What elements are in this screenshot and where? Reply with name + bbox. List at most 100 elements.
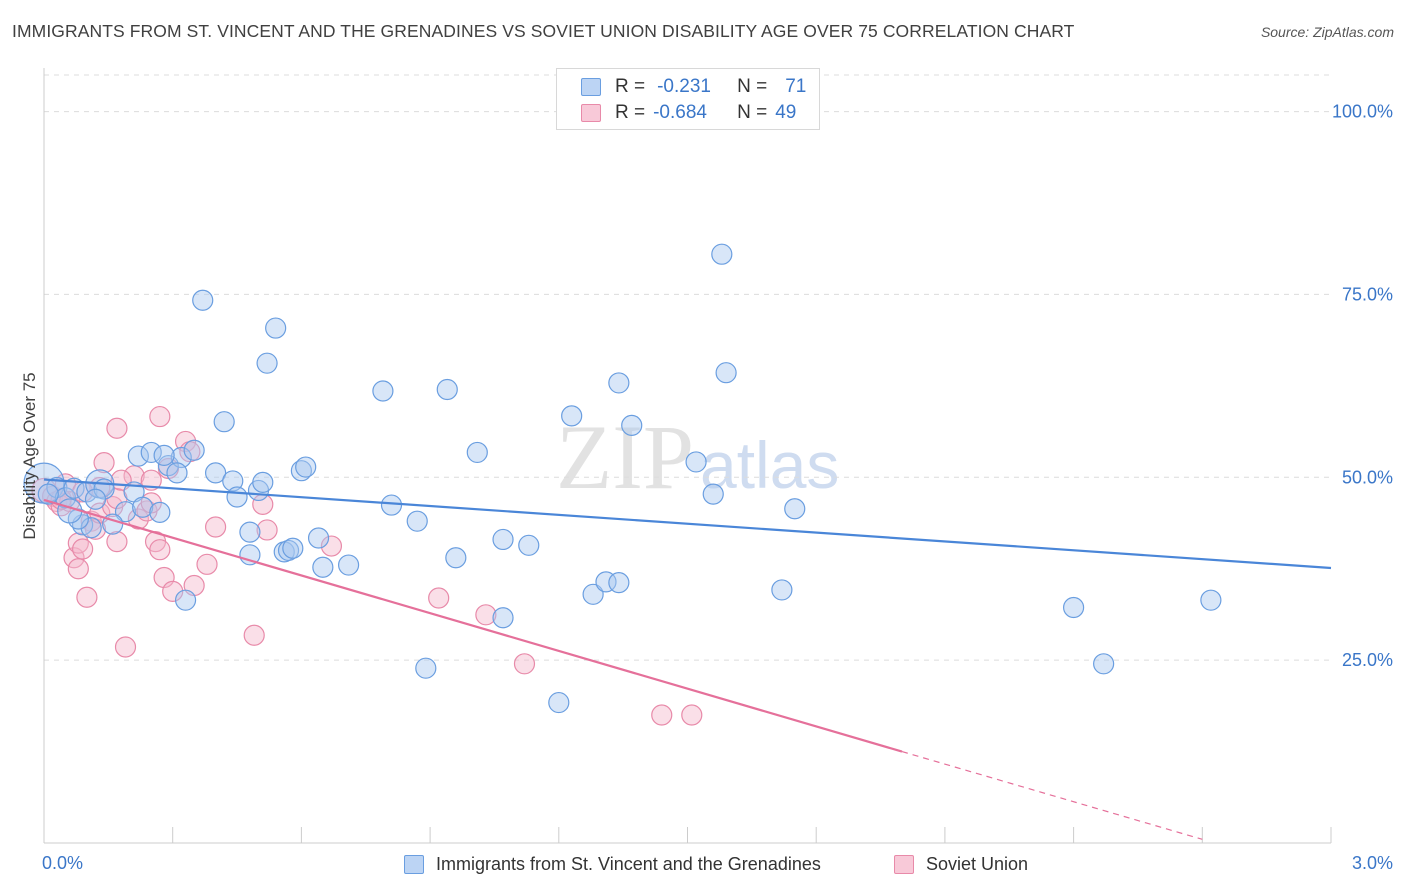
point-soviet-union	[513, 653, 536, 675]
point-soviet-union	[256, 519, 278, 541]
point-soviet-union	[196, 553, 218, 575]
point-immigrants	[621, 414, 643, 436]
point-immigrants	[548, 691, 570, 714]
point-soviet-union	[140, 469, 162, 491]
point-soviet-union	[114, 636, 137, 658]
point-immigrants	[282, 537, 304, 559]
point-immigrants	[561, 405, 583, 427]
point-immigrants	[222, 470, 244, 492]
point-immigrants	[166, 462, 188, 484]
point-immigrants	[192, 289, 214, 311]
point-immigrants	[157, 454, 180, 477]
point-immigrants	[436, 378, 458, 401]
point-soviet-union	[174, 430, 197, 453]
point-immigrants	[174, 589, 197, 611]
y-tick-label: 50.0%	[1342, 467, 1393, 487]
bottom-legend-label: Soviet Union	[926, 853, 1029, 874]
legend-n-value: 71	[785, 76, 807, 97]
trend-line-soviet-union-extension	[901, 750, 1203, 840]
point-immigrants	[702, 483, 724, 505]
legend-n-value: 49	[775, 102, 797, 123]
legend-r-label: R =	[615, 76, 646, 97]
point-soviet-union	[93, 452, 115, 474]
chart-title: IMMIGRANTS FROM ST. VINCENT AND THE GREN…	[12, 21, 1075, 41]
point-immigrants	[213, 411, 235, 433]
point-soviet-union	[149, 539, 171, 561]
legend-swatch-pink	[581, 104, 601, 122]
point-soviet-union	[127, 508, 149, 530]
legend-r-value: -0.231	[657, 76, 711, 97]
bottom-legend-immigrants: Immigrants from St. Vincent and the Gren…	[404, 852, 821, 876]
point-immigrants	[466, 441, 488, 464]
point-immigrants	[153, 444, 175, 466]
point-soviet-union	[149, 405, 171, 428]
y-tick-label: 100.0%	[1332, 102, 1393, 122]
point-immigrants	[114, 501, 137, 523]
point-immigrants	[445, 547, 467, 569]
point-immigrants	[307, 527, 330, 549]
bottom-legend-swatch-blue	[404, 854, 424, 874]
watermark-atlas: atlas	[700, 428, 839, 502]
legend-row-pink: R = -0.684 N = 49	[581, 101, 796, 125]
point-immigrants	[183, 439, 205, 461]
correlation-legend: R = -0.231 N = 71 R = -0.684 N = 49	[556, 68, 820, 130]
point-immigrants	[337, 554, 360, 576]
point-immigrants	[127, 445, 149, 467]
point-immigrants	[492, 607, 514, 629]
point-immigrants	[380, 494, 403, 516]
y-tick-label: 25.0%	[1342, 650, 1393, 670]
trend-lines	[43, 478, 1332, 840]
point-immigrants	[608, 372, 630, 394]
point-soviet-union	[67, 532, 89, 554]
point-immigrants	[252, 471, 274, 494]
point-immigrants	[1200, 589, 1222, 611]
bottom-legend-label: Immigrants from St. Vincent and the Gren…	[436, 853, 821, 874]
point-immigrants	[265, 317, 287, 339]
legend-r-label: R =	[615, 102, 646, 123]
point-immigrants	[132, 496, 154, 518]
bottom-legend-soviet: Soviet Union	[894, 852, 1028, 876]
trend-line-soviet-union	[43, 498, 903, 753]
point-soviet-union	[162, 580, 184, 602]
point-immigrants	[1093, 653, 1115, 675]
point-soviet-union	[106, 417, 128, 439]
legend-r-value: -0.684	[653, 102, 707, 123]
point-immigrants	[518, 534, 540, 556]
point-immigrants	[37, 483, 59, 505]
point-immigrants	[140, 441, 162, 464]
point-immigrants	[784, 498, 806, 520]
point-soviet-union	[475, 604, 497, 626]
point-immigrants	[239, 521, 261, 543]
tick-labels: 25.0% 50.0% 75.0% 100.0% 0.0% 3.0%	[42, 102, 1393, 873]
y-tick-label: 75.0%	[1342, 284, 1393, 304]
point-immigrants	[205, 462, 227, 484]
point-soviet-union	[76, 586, 98, 608]
legend-n-label: N =	[737, 76, 768, 97]
point-immigrants	[415, 657, 437, 679]
grid	[44, 74, 1331, 661]
point-immigrants	[226, 486, 248, 508]
point-immigrants	[63, 477, 85, 499]
point-soviet-union	[205, 516, 227, 538]
point-immigrants	[256, 352, 278, 374]
source-label: Source: ZipAtlas.com	[1260, 24, 1394, 40]
point-immigrants	[608, 572, 630, 594]
point-immigrants	[685, 451, 707, 473]
point-soviet-union	[106, 531, 128, 553]
point-soviet-union	[428, 587, 450, 609]
point-immigrants	[406, 510, 428, 532]
legend-row-blue: R = -0.231 N = 71	[581, 75, 806, 99]
point-soviet-union	[67, 558, 89, 580]
bottom-legend-swatch-pink	[894, 854, 914, 874]
x-tick-label: 0.0%	[42, 853, 83, 873]
point-immigrants	[1062, 596, 1085, 619]
point-soviet-union	[681, 704, 703, 726]
point-immigrants	[80, 517, 102, 539]
point-soviet-union	[320, 535, 343, 557]
point-soviet-union	[243, 624, 265, 646]
point-immigrants	[84, 488, 107, 510]
series-immigrants-points	[23, 243, 1222, 714]
point-immigrants	[715, 362, 737, 384]
point-immigrants	[372, 380, 394, 402]
point-immigrants	[771, 579, 793, 601]
